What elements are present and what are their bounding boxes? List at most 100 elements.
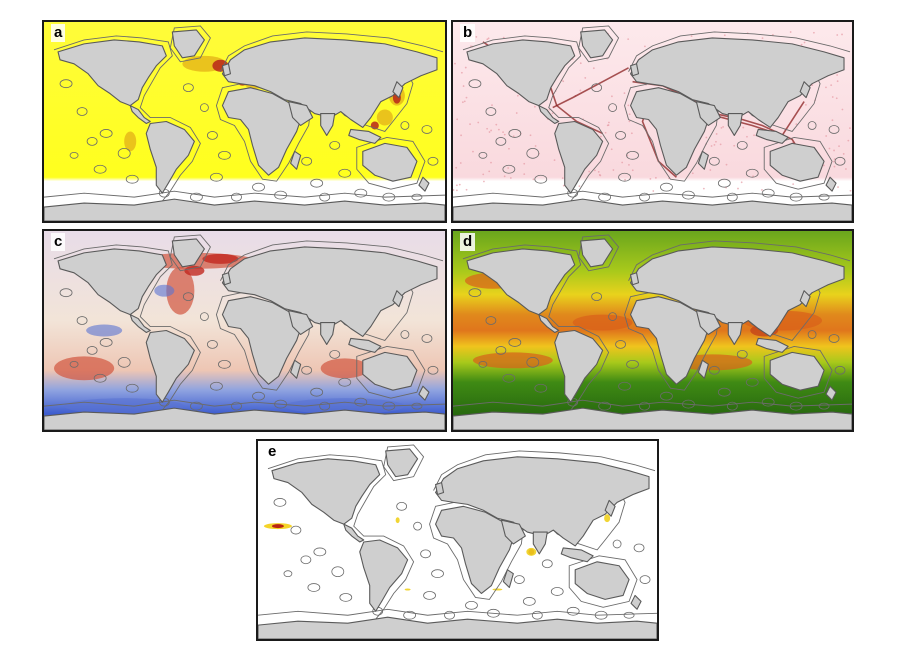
map-panel-b: b <box>451 20 854 223</box>
landmass-india <box>727 321 743 345</box>
seamount-ring <box>86 346 98 355</box>
track-dot <box>789 31 792 33</box>
track-dot <box>710 145 713 147</box>
track-dot <box>469 123 471 126</box>
track-dot <box>761 189 763 191</box>
seamount-ring <box>420 549 431 559</box>
track-dot <box>610 148 613 151</box>
seamount-ring <box>531 610 543 620</box>
track-dot <box>628 163 630 166</box>
landmass-central-america <box>129 105 151 125</box>
seamount-ring <box>411 193 423 201</box>
track-dot <box>841 33 843 36</box>
track-dot <box>502 131 504 134</box>
cool-anomaly <box>64 398 185 415</box>
track-dot <box>836 80 839 83</box>
landmass-africa <box>221 296 304 385</box>
seamount-ring <box>231 192 242 202</box>
seamount-ring <box>708 156 720 166</box>
map-panel-e: e <box>256 439 659 641</box>
landmass-antarctica <box>258 616 657 639</box>
shelf-contour <box>169 25 211 63</box>
track-dot <box>753 134 755 137</box>
seamount-ring <box>633 543 645 553</box>
shelf-contour <box>453 190 852 198</box>
track-dot <box>652 190 655 192</box>
seamount-ring <box>550 587 564 596</box>
seamount-ring <box>396 501 408 511</box>
occurrence-dot <box>395 517 400 524</box>
shipping-track <box>552 67 629 109</box>
track-dot <box>761 37 764 40</box>
track-dot <box>649 178 652 180</box>
track-dot <box>723 34 726 37</box>
track-dot <box>562 80 565 83</box>
seamount-ring <box>608 103 617 112</box>
seamount-ring <box>708 365 720 375</box>
track-dot <box>588 170 591 173</box>
cool-anomaly <box>86 324 123 337</box>
track-dot <box>720 126 723 129</box>
track-dot <box>523 162 526 165</box>
landmass-north-america <box>57 248 167 316</box>
track-dot <box>836 74 839 76</box>
track-dot <box>715 140 717 143</box>
seamount-ring <box>99 338 113 347</box>
landmass-south-america <box>145 120 195 194</box>
track-dot <box>509 177 512 179</box>
seamount-ring <box>218 150 231 160</box>
shelf-contour <box>383 444 425 482</box>
seamount-ring <box>231 401 242 411</box>
shelf-contour <box>356 136 426 190</box>
track-dot <box>491 104 493 107</box>
shelf-contour <box>356 345 426 399</box>
landmass-south-america <box>554 329 604 403</box>
track-dot <box>792 183 795 185</box>
seamount-ring <box>125 383 139 393</box>
track-dot <box>833 165 836 168</box>
seamount-ring <box>421 334 433 343</box>
seamount-ring <box>431 569 444 579</box>
seamount-ring <box>207 340 218 349</box>
shelf-contour <box>578 25 620 63</box>
track-dot <box>713 143 716 146</box>
landmass-india <box>727 112 743 136</box>
shelf-contour <box>258 608 657 616</box>
seamount-ring <box>210 172 223 182</box>
map-panel-c: c <box>42 229 447 432</box>
landmass-arabia <box>695 101 721 127</box>
track-dot <box>608 121 610 124</box>
cool-anomaly <box>154 284 175 297</box>
track-dot <box>458 183 461 186</box>
seamount-ring <box>301 365 313 375</box>
density-medium <box>124 131 137 152</box>
track-dot <box>795 123 798 126</box>
track-dot <box>742 126 745 129</box>
seamount-ring <box>182 292 194 302</box>
track-dot <box>592 67 595 70</box>
seamount-ring <box>818 402 830 410</box>
landmass-se-asia-islands <box>560 547 594 563</box>
occurrence-dot <box>492 588 503 591</box>
track-dot <box>600 135 602 138</box>
track-dot <box>486 38 489 41</box>
seamount-ring <box>526 147 540 159</box>
shelf-contour <box>267 454 415 620</box>
track-dot <box>709 169 712 171</box>
seamount-ring <box>526 356 540 368</box>
cool-anomaly <box>284 398 405 415</box>
seamount-ring <box>76 107 88 116</box>
landmass-india <box>320 112 336 136</box>
landmass-greenland <box>385 448 419 478</box>
track-dot <box>523 173 526 176</box>
panel-label-d: d <box>460 233 476 251</box>
track-dot <box>534 145 537 147</box>
seamount-ring <box>828 125 840 134</box>
track-dot <box>838 145 840 148</box>
seamount-ring <box>534 383 548 393</box>
shelf-contour <box>628 240 851 281</box>
seamount-ring <box>413 521 422 531</box>
warm-anomaly <box>54 356 115 381</box>
world-map-b <box>453 22 852 221</box>
track-dot <box>842 153 845 155</box>
